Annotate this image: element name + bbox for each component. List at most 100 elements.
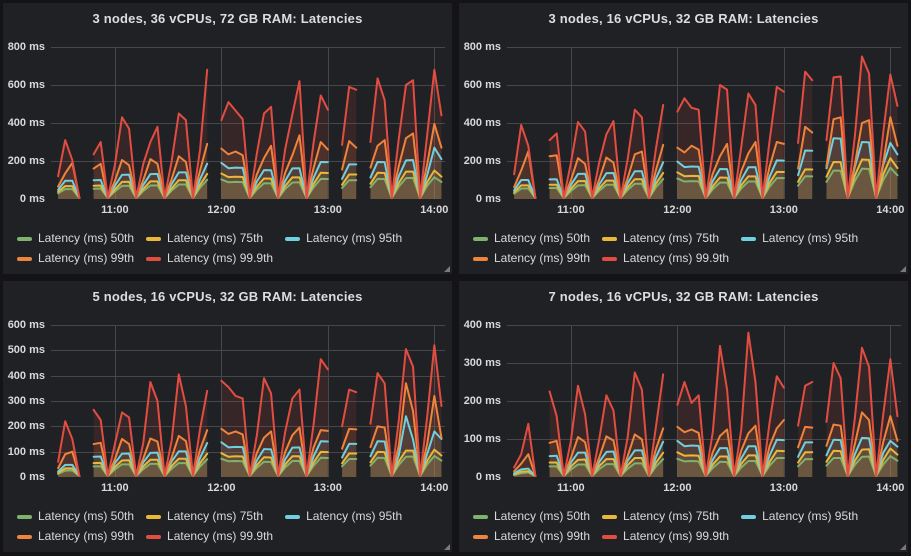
legend-item-99th[interactable]: Latency (ms) 99th xyxy=(473,251,590,266)
legend-label: Latency (ms) 99.9th xyxy=(167,529,274,543)
plot-area xyxy=(507,325,901,477)
legend-color-swatch xyxy=(602,534,618,539)
y-tick-label: 400 ms xyxy=(7,369,45,382)
panel-title[interactable]: 3 nodes, 16 vCPUs, 32 GB RAM: Latencies xyxy=(548,11,819,26)
plot-area xyxy=(51,47,445,199)
y-tick-label: 0 ms xyxy=(475,471,501,483)
x-tick-label: 13:00 xyxy=(769,482,798,494)
y-axis: 0 ms 200 ms 400 ms 600 ms 800 ms xyxy=(459,41,501,205)
legend-color-swatch xyxy=(602,514,618,519)
y-tick-label: 500 ms xyxy=(7,344,45,357)
legend-label: Latency (ms) 99.9th xyxy=(623,251,730,265)
latency-graph[interactable] xyxy=(507,325,901,477)
legend-item-75th[interactable]: Latency (ms) 75th xyxy=(602,509,729,524)
legend-color-swatch xyxy=(146,514,162,519)
legend-label: Latency (ms) 99th xyxy=(38,529,135,543)
y-tick-label: 0 ms xyxy=(475,193,501,205)
legend-item-99.9th[interactable]: Latency (ms) 99.9th xyxy=(602,251,729,266)
legend-item-99.9th[interactable]: Latency (ms) 99.9th xyxy=(146,251,273,266)
y-tick-label: 400 ms xyxy=(7,117,45,129)
legend-item-99.9th[interactable]: Latency (ms) 99.9th xyxy=(146,529,273,544)
y-tick-label: 400 ms xyxy=(463,319,501,331)
y-axis: 0 ms 100 ms 200 ms 300 ms 400 ms 500 ms 600 ms xyxy=(3,319,45,483)
legend-color-swatch xyxy=(473,256,488,261)
legend-color-swatch xyxy=(285,514,301,519)
legend-label: Latency (ms) 99.9th xyxy=(623,529,730,543)
legend-label: Latency (ms) 99th xyxy=(494,529,591,543)
legend-label: Latency (ms) 50th xyxy=(494,509,591,523)
legend-label: Latency (ms) 99th xyxy=(494,251,591,265)
legend-label: Latency (ms) 75th xyxy=(623,509,720,523)
legend-item-95th[interactable]: Latency (ms) 95th xyxy=(741,231,858,246)
y-tick-label: 100 ms xyxy=(463,433,501,445)
legend-label: Latency (ms) 95th xyxy=(762,509,859,523)
legend-item-50th[interactable]: Latency (ms) 50th xyxy=(473,509,590,524)
latency-graph[interactable] xyxy=(51,47,445,199)
panel-title[interactable]: 7 nodes, 16 vCPUs, 32 GB RAM: Latencies xyxy=(548,289,819,304)
plot-area xyxy=(507,47,901,199)
legend-item-95th[interactable]: Latency (ms) 95th xyxy=(741,509,858,524)
panel-title[interactable]: 3 nodes, 36 vCPUs, 72 GB RAM: Latencies xyxy=(92,11,363,26)
legend-item-99th[interactable]: Latency (ms) 99th xyxy=(17,529,134,544)
x-tick-label: 13:00 xyxy=(313,482,342,494)
panel-resize-handle-icon[interactable] xyxy=(897,263,906,272)
x-axis: 11:00 12:00 13:00 14:00 xyxy=(507,203,904,219)
panel-title[interactable]: 5 nodes, 16 vCPUs, 32 GB RAM: Latencies xyxy=(92,289,363,304)
legend-color-swatch xyxy=(17,256,32,261)
legend-label: Latency (ms) 99.9th xyxy=(167,251,274,265)
x-tick-label: 13:00 xyxy=(313,204,342,216)
legend-item-99th[interactable]: Latency (ms) 99th xyxy=(473,529,590,544)
legend-item-75th[interactable]: Latency (ms) 75th xyxy=(146,509,273,524)
y-tick-label: 600 ms xyxy=(7,79,45,91)
legend-color-swatch xyxy=(602,236,618,241)
legend-color-swatch xyxy=(741,514,757,519)
y-tick-label: 200 ms xyxy=(7,420,45,433)
legend-label: Latency (ms) 75th xyxy=(623,231,720,245)
legend-item-95th[interactable]: Latency (ms) 95th xyxy=(285,231,402,246)
legend-item-50th[interactable]: Latency (ms) 50th xyxy=(17,509,134,524)
plot-area xyxy=(51,325,445,477)
legend-color-swatch xyxy=(146,256,162,261)
legend-color-swatch xyxy=(602,256,618,261)
legend-color-swatch xyxy=(146,236,162,241)
legend-color-swatch xyxy=(17,534,32,539)
legend-color-swatch xyxy=(17,514,32,519)
panel-3-nodes-36-vcpus: 3 nodes, 36 vCPUs, 72 GB RAM: Latencies … xyxy=(3,3,452,274)
panel-5-nodes-16-vcpus: 5 nodes, 16 vCPUs, 32 GB RAM: Latencies … xyxy=(3,281,452,552)
legend-label: Latency (ms) 95th xyxy=(762,231,859,245)
legend-item-50th[interactable]: Latency (ms) 50th xyxy=(473,231,590,246)
legend-color-swatch xyxy=(285,236,301,241)
y-tick-label: 800 ms xyxy=(463,41,501,53)
latency-graph[interactable] xyxy=(507,47,901,199)
legend-label: Latency (ms) 50th xyxy=(38,231,135,245)
x-tick-label: 11:00 xyxy=(557,482,585,494)
legend-color-swatch xyxy=(741,236,757,241)
legend-color-swatch xyxy=(473,534,488,539)
legend-color-swatch xyxy=(146,534,162,539)
legend-label: Latency (ms) 95th xyxy=(306,509,403,523)
panel-resize-handle-icon[interactable] xyxy=(441,263,450,272)
legend-item-75th[interactable]: Latency (ms) 75th xyxy=(146,231,273,246)
legend-label: Latency (ms) 75th xyxy=(167,231,264,245)
latency-graph[interactable] xyxy=(51,325,445,477)
x-axis: 11:00 12:00 13:00 14:00 xyxy=(51,481,448,497)
y-tick-label: 800 ms xyxy=(7,41,45,53)
y-tick-label: 600 ms xyxy=(463,79,501,91)
legend-item-99.9th[interactable]: Latency (ms) 99.9th xyxy=(602,529,729,544)
legend-item-95th[interactable]: Latency (ms) 95th xyxy=(285,509,402,524)
panel-resize-handle-icon[interactable] xyxy=(441,541,450,550)
legend-label: Latency (ms) 50th xyxy=(494,231,591,245)
legend-label: Latency (ms) 99th xyxy=(38,251,135,265)
x-axis: 11:00 12:00 13:00 14:00 xyxy=(507,481,904,497)
legend-item-75th[interactable]: Latency (ms) 75th xyxy=(602,231,729,246)
legend: Latency (ms) 50th Latency (ms) 75th Latenc… xyxy=(473,231,858,266)
legend-label: Latency (ms) 75th xyxy=(167,509,264,523)
panel-resize-handle-icon[interactable] xyxy=(897,541,906,550)
y-tick-label: 300 ms xyxy=(463,357,501,369)
legend-item-50th[interactable]: Latency (ms) 50th xyxy=(17,231,134,246)
x-tick-label: 12:00 xyxy=(663,204,692,216)
legend: Latency (ms) 50th Latency (ms) 75th Latenc… xyxy=(473,509,858,544)
legend-color-swatch xyxy=(17,236,32,241)
legend-item-99th[interactable]: Latency (ms) 99th xyxy=(17,251,134,266)
y-tick-label: 0 ms xyxy=(19,471,45,483)
